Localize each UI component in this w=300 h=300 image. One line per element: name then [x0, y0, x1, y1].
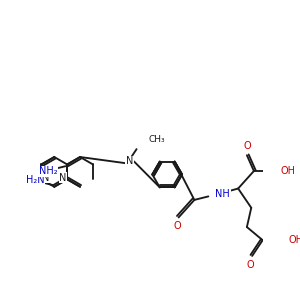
Text: OH: OH — [289, 235, 300, 245]
Text: N: N — [126, 156, 133, 167]
Text: CH₃: CH₃ — [149, 135, 166, 144]
Text: O: O — [247, 260, 254, 270]
Text: O: O — [173, 221, 181, 231]
Text: N: N — [59, 172, 67, 183]
Text: NH: NH — [215, 189, 230, 199]
Text: NH₂: NH₂ — [39, 167, 57, 176]
Text: H₂N: H₂N — [26, 175, 44, 185]
Text: N: N — [42, 172, 50, 183]
Text: OH: OH — [280, 166, 295, 176]
Text: O: O — [243, 142, 251, 152]
